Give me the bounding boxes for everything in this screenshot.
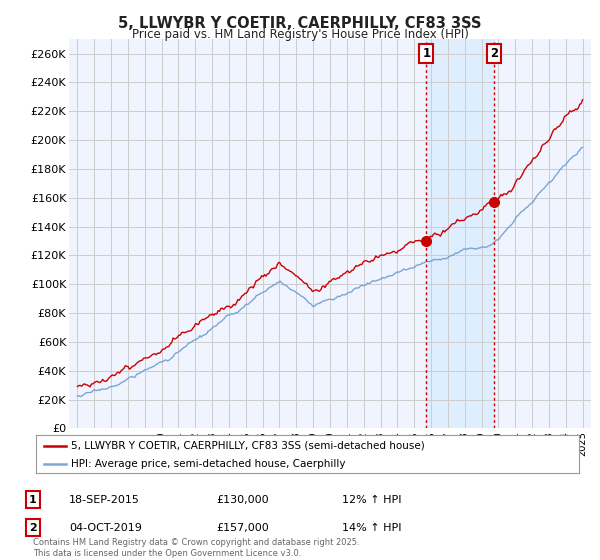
Text: Contains HM Land Registry data © Crown copyright and database right 2025.
This d: Contains HM Land Registry data © Crown c… [33,538,359,558]
Text: 5, LLWYBR Y COETIR, CAERPHILLY, CF83 3SS: 5, LLWYBR Y COETIR, CAERPHILLY, CF83 3SS [118,16,482,31]
Text: 2: 2 [29,522,37,533]
Text: Price paid vs. HM Land Registry's House Price Index (HPI): Price paid vs. HM Land Registry's House … [131,28,469,41]
Text: £130,000: £130,000 [216,494,269,505]
Text: 1: 1 [422,47,430,60]
Bar [427,39,494,428]
Text: 18-SEP-2015: 18-SEP-2015 [69,494,140,505]
Text: 12% ↑ HPI: 12% ↑ HPI [342,494,401,505]
Text: £157,000: £157,000 [216,522,269,533]
Text: 04-OCT-2019: 04-OCT-2019 [69,522,142,533]
Text: 5, LLWYBR Y COETIR, CAERPHILLY, CF83 3SS (semi-detached house): 5, LLWYBR Y COETIR, CAERPHILLY, CF83 3SS… [71,441,425,451]
Text: 1: 1 [29,494,37,505]
Text: HPI: Average price, semi-detached house, Caerphilly: HPI: Average price, semi-detached house,… [71,459,346,469]
Text: 14% ↑ HPI: 14% ↑ HPI [342,522,401,533]
Text: 2: 2 [490,47,499,60]
